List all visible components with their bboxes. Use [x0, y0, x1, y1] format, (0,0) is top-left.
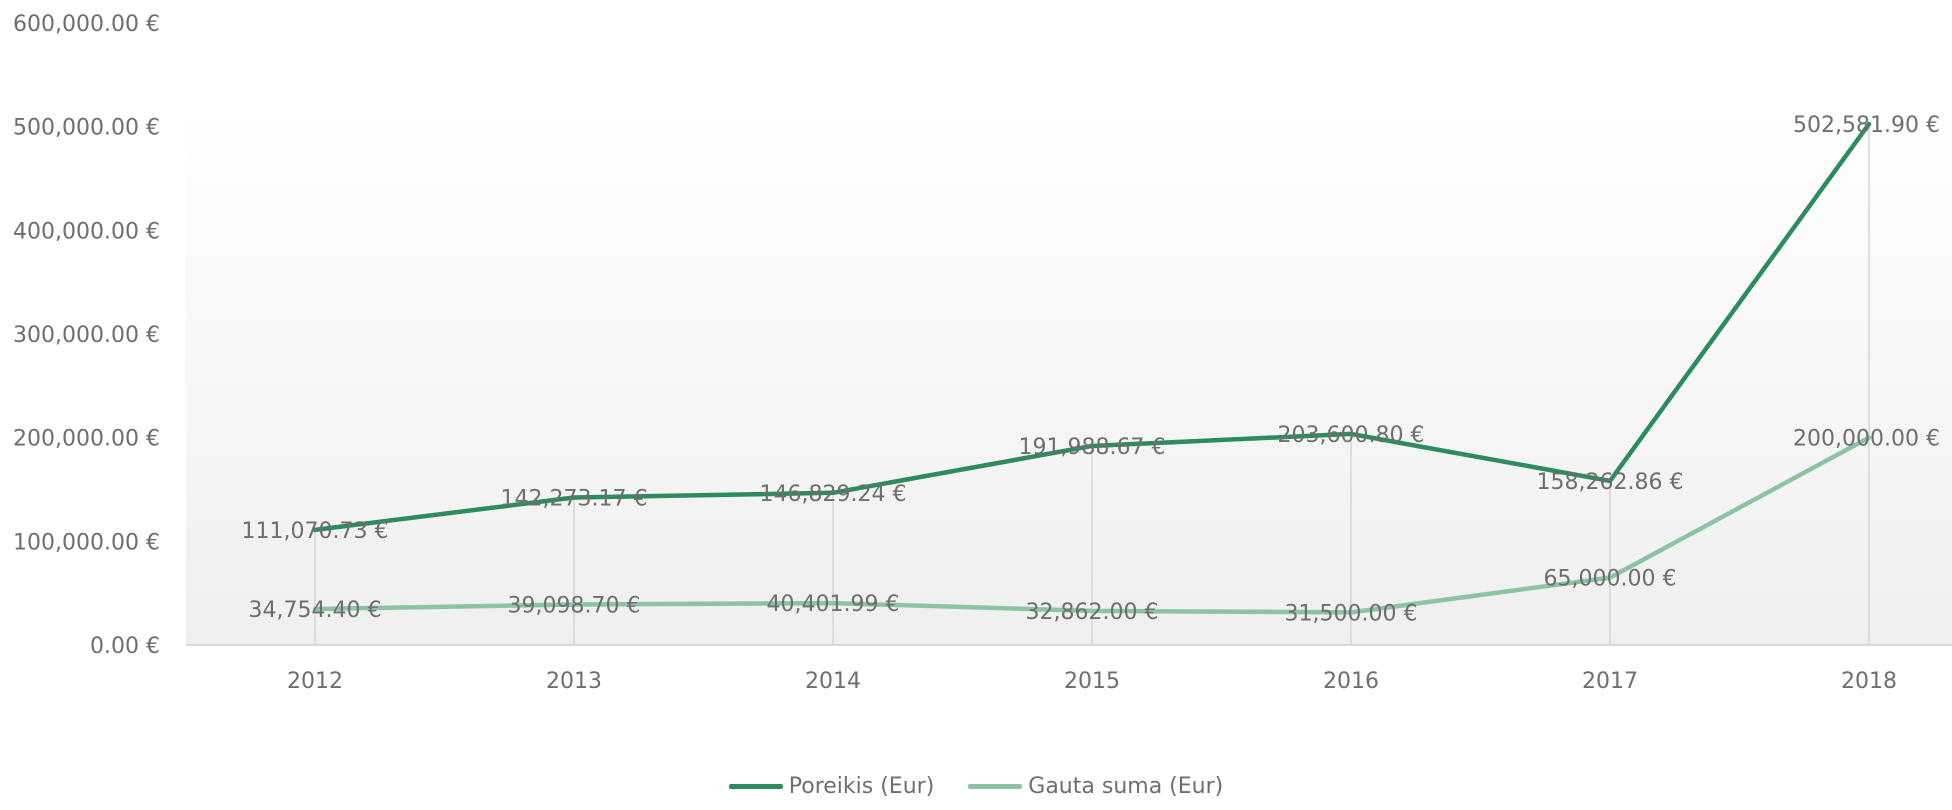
data-label: 40,401.99 €	[767, 592, 900, 617]
x-tick-label: 2014	[805, 669, 861, 694]
x-tick-label: 2015	[1064, 669, 1120, 694]
data-label: 142,273.17 €	[501, 487, 648, 512]
legend-item-series-0[interactable]: Poreikis (Eur)	[728, 774, 935, 799]
legend: Poreikis (Eur) Gauta suma (Eur)	[0, 774, 1952, 799]
plot-background	[186, 105, 1952, 645]
y-tick-label: 500,000.00 €	[13, 116, 160, 141]
legend-item-series-1[interactable]: Gauta suma (Eur)	[968, 774, 1223, 799]
data-label: 39,098.70 €	[508, 593, 641, 618]
data-label: 158,262.86 €	[1537, 470, 1684, 495]
x-tick-label: 2013	[546, 669, 602, 694]
y-tick-label: 100,000.00 €	[13, 530, 160, 555]
y-tick-label: 200,000.00 €	[13, 427, 160, 452]
data-label: 203,600.80 €	[1278, 423, 1425, 448]
data-label: 31,500.00 €	[1285, 601, 1418, 626]
series-line-1	[312, 435, 1872, 615]
data-label: 111,070.73 €	[242, 519, 389, 544]
data-label: 146,829.24 €	[760, 482, 907, 507]
x-tick-label: 2017	[1582, 669, 1638, 694]
series-line-0	[312, 121, 1872, 533]
y-tick-label: 0.00 €	[90, 634, 160, 659]
y-tick-label: 400,000.00 €	[13, 219, 160, 244]
data-label: 200,000.00 €	[1793, 427, 1940, 452]
data-label: 34,754.40 €	[249, 598, 382, 623]
legend-swatch	[728, 784, 783, 789]
legend-swatch	[968, 784, 1023, 789]
data-label: 32,862.00 €	[1026, 600, 1159, 625]
data-label: 191,988.67 €	[1019, 435, 1166, 460]
x-tick-label: 2018	[1841, 669, 1897, 694]
data-label: 65,000.00 €	[1544, 567, 1677, 592]
x-tick-label: 2012	[287, 669, 343, 694]
legend-label: Poreikis (Eur)	[788, 774, 935, 799]
data-label: 502,581.90 €	[1793, 113, 1940, 138]
y-tick-label: 600,000.00 €	[13, 12, 160, 37]
x-tick-label: 2016	[1323, 669, 1379, 694]
legend-label: Gauta suma (Eur)	[1028, 774, 1224, 799]
y-tick-label: 300,000.00 €	[13, 323, 160, 348]
